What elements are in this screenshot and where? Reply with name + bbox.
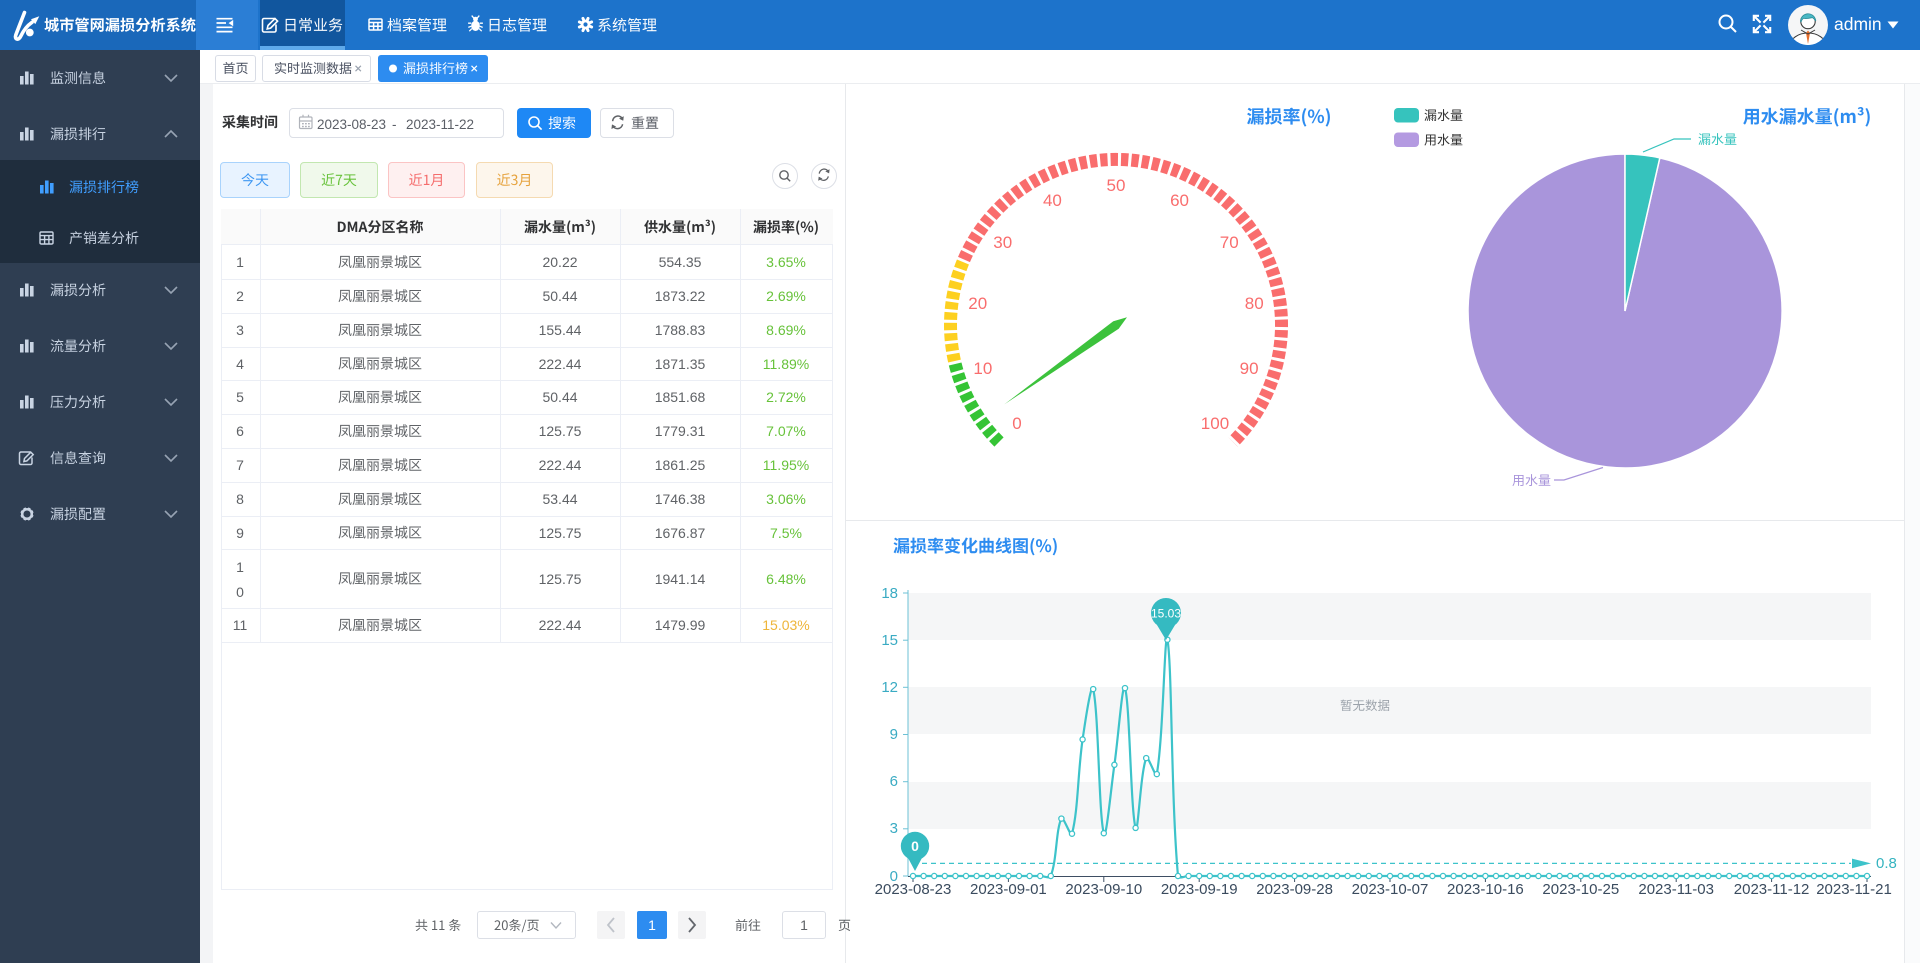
svg-text:0: 0 bbox=[911, 838, 919, 854]
